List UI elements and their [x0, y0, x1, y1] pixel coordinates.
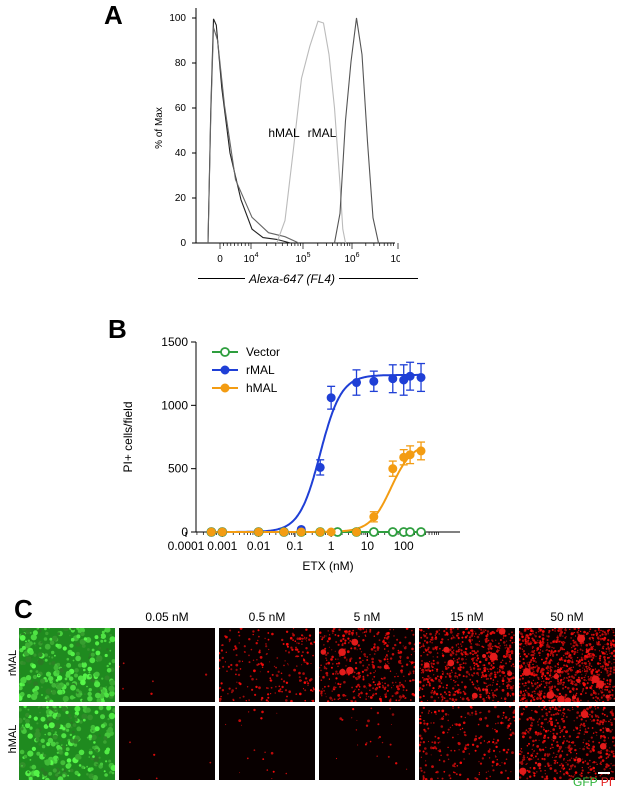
panel-b-plot: [206, 361, 426, 537]
panel-a-xtick: 107: [390, 252, 400, 265]
panel-a-ytick: 40: [175, 148, 187, 159]
panel-a-ytick: 100: [169, 13, 186, 24]
data-point-rmal: [369, 376, 379, 386]
micrograph-rmal-0: [19, 628, 115, 702]
micrograph-hmal-1: [119, 706, 215, 780]
panel-a-ytick: 60: [175, 103, 187, 114]
micrograph-rmal-4: [419, 628, 515, 702]
panel-b-chart: PI+ cells/field 0 500 1000 1500 0.0001 0.001…: [121, 335, 460, 573]
micrograph-hmal-0: [19, 706, 115, 780]
panel-b-ytick: 1000: [161, 398, 188, 412]
data-point-rmal: [315, 462, 325, 472]
data-point-hmal: [416, 446, 426, 456]
panel-a-yticks: 0 20 40 60 80 100: [169, 13, 186, 249]
panel-a-ytick-marks: [192, 17, 196, 244]
panel-a-ytick: 20: [175, 193, 187, 204]
panel-b-xtick: 100: [394, 539, 414, 553]
panel-a-xtick: 105: [295, 252, 310, 265]
panel-b-xtick: 0.001: [207, 539, 237, 553]
panel-a-xtick: 106: [344, 252, 359, 265]
data-point-hmal: [254, 527, 264, 537]
row-label-rmal: rMAL: [7, 649, 19, 677]
panel-a-ytick: 0: [180, 238, 186, 249]
panel-b-ytick: 500: [168, 462, 188, 476]
panel-b-xticks: 0.0001 0.001 0.01 0.1 1 10 100: [168, 532, 439, 553]
panel-b-xtick: 10: [361, 539, 375, 553]
data-point-rmal: [416, 372, 426, 382]
micrograph-rmal-1: [119, 628, 215, 702]
stain-gfp: GFP: [573, 775, 598, 789]
data-point-hmal: [388, 464, 398, 474]
panel-b-xtick: 0.1: [287, 539, 304, 553]
data-point-vector: [368, 527, 379, 537]
panel-b-xlabel: ETX (nM): [302, 559, 353, 573]
panel-b-xtick: 1: [328, 539, 335, 553]
data-point-rmal: [405, 371, 415, 381]
data-point-vector: [387, 527, 398, 537]
panel-b-xtick: 0.0001: [168, 539, 205, 553]
panel-b-ytick: 1500: [161, 335, 188, 349]
panel-a-ytick: 80: [175, 58, 187, 69]
data-point-hmal: [405, 450, 415, 460]
legend-entry-hmal: hMAL: [246, 381, 278, 395]
conc-label-5: 5 nM: [353, 610, 381, 624]
panel-b-yticks: 0 500 1000 1500: [161, 335, 196, 539]
data-point-hmal: [352, 527, 362, 537]
stain-legend: GFP PI: [573, 775, 612, 789]
data-point-hmal: [326, 527, 336, 537]
conc-label-15: 15 nM: [450, 610, 484, 624]
legend-entry-vector: Vector: [246, 345, 280, 359]
data-point-hmal: [279, 527, 289, 537]
micrograph-hmal-2: [219, 706, 315, 780]
panel-letter-c: C: [14, 594, 33, 624]
panel-b-legend: Vector rMAL hMAL: [212, 345, 280, 395]
panel-letter-b: B: [108, 314, 127, 344]
panel-a-xtick: 0: [217, 254, 223, 265]
histogram-curve: [276, 20, 347, 244]
data-point-rmal: [352, 378, 362, 388]
legend-entry-rmal: rMAL: [246, 363, 275, 377]
conc-label-0.05: 0.05 nM: [145, 610, 189, 624]
panel-b-ylabel: PI+ cells/field: [121, 401, 135, 472]
data-point-hmal: [296, 527, 306, 537]
panel-a-curves: [207, 17, 380, 244]
panel-a-xtick: 104: [243, 252, 258, 265]
stain-pi: PI: [600, 775, 613, 789]
histogram-curve: [207, 27, 300, 244]
panel-a-xlabel: Alexa-647 (FL4): [245, 272, 340, 286]
panel-a-annotation-hmal: hMAL: [268, 126, 300, 140]
conc-label-0.5: 0.5 nM: [248, 610, 286, 624]
panel-a-ylabel: % of Max: [154, 107, 165, 149]
panel-a-histogram: % of Max 0 20 40 60 80 100 0 104 105 106…: [154, 8, 400, 265]
micrograph-hmal-5: [519, 706, 615, 780]
data-point-hmal: [217, 527, 227, 537]
data-point-hmal: [206, 527, 216, 537]
scale-bar: [598, 772, 610, 774]
histogram-curve: [333, 17, 380, 244]
panel-a-xtick-marks: [219, 243, 399, 249]
data-point-rmal: [326, 393, 336, 403]
panel-letter-a: A: [104, 0, 123, 30]
data-point-hmal: [315, 527, 325, 537]
conc-label-50: 50 nM: [550, 610, 584, 624]
micrograph-hmal-3: [319, 706, 415, 780]
panel-a-xticks: 0 104 105 106 107: [217, 252, 400, 265]
data-point-hmal: [369, 512, 379, 522]
micrograph-rmal-3: [319, 628, 415, 702]
panel-a-annotation-rmal: rMAL: [308, 126, 337, 140]
data-point-vector: [416, 527, 426, 537]
data-point-rmal: [388, 374, 398, 384]
data-point-vector: [405, 527, 416, 537]
micrograph-hmal-4: [419, 706, 515, 780]
panel-b-ytick: 0: [181, 525, 188, 539]
row-label-hmal: hMAL: [7, 724, 19, 754]
micrograph-rmal-5: [519, 628, 615, 702]
micrograph-rmal-2: [219, 628, 315, 702]
fit-curve: [211, 373, 422, 533]
panel-b-xtick: 0.01: [247, 539, 271, 553]
